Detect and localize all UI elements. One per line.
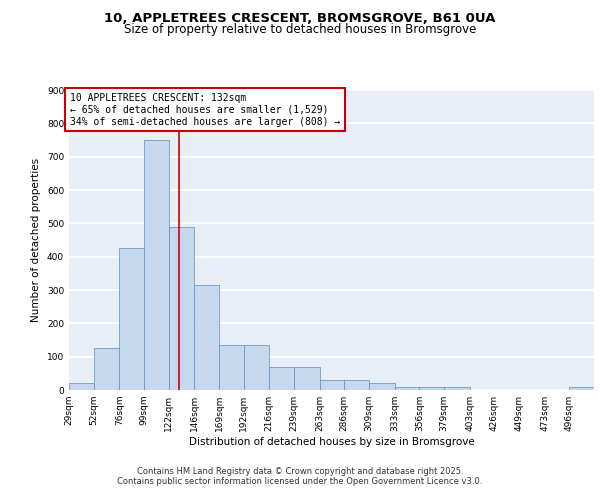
Bar — [419, 388, 444, 390]
Bar — [194, 285, 219, 390]
Bar — [369, 384, 395, 390]
Y-axis label: Number of detached properties: Number of detached properties — [31, 158, 41, 322]
Bar — [294, 366, 320, 390]
Text: Size of property relative to detached houses in Bromsgrove: Size of property relative to detached ho… — [124, 22, 476, 36]
Bar — [244, 345, 269, 390]
Text: Contains HM Land Registry data © Crown copyright and database right 2025.: Contains HM Land Registry data © Crown c… — [137, 467, 463, 476]
Bar — [144, 140, 169, 390]
Bar — [169, 226, 194, 390]
Bar — [94, 348, 119, 390]
Bar — [344, 380, 369, 390]
Text: Contains public sector information licensed under the Open Government Licence v3: Contains public sector information licen… — [118, 477, 482, 486]
Bar — [444, 388, 470, 390]
Bar — [69, 384, 94, 390]
Bar — [269, 366, 294, 390]
Text: 10 APPLETREES CRESCENT: 132sqm
← 65% of detached houses are smaller (1,529)
34% : 10 APPLETREES CRESCENT: 132sqm ← 65% of … — [70, 94, 340, 126]
Text: 10, APPLETREES CRESCENT, BROMSGROVE, B61 0UA: 10, APPLETREES CRESCENT, BROMSGROVE, B61… — [104, 12, 496, 26]
Bar — [320, 380, 344, 390]
Bar — [569, 386, 594, 390]
Bar — [119, 248, 144, 390]
X-axis label: Distribution of detached houses by size in Bromsgrove: Distribution of detached houses by size … — [188, 437, 475, 447]
Bar — [395, 386, 419, 390]
Bar — [219, 345, 244, 390]
